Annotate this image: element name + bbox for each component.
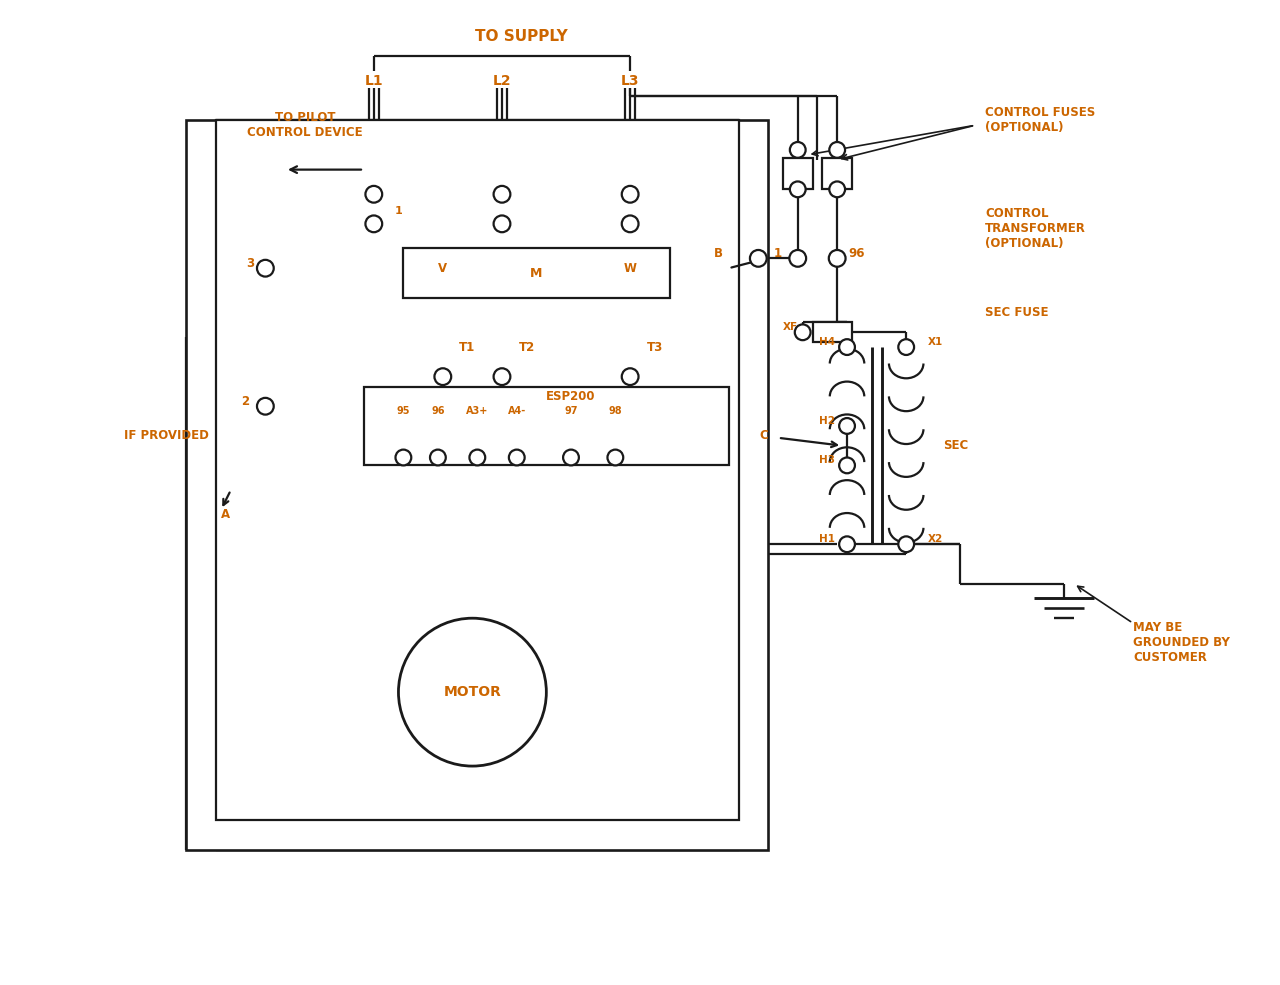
Circle shape <box>790 142 805 158</box>
Text: XF: XF <box>782 322 797 332</box>
Circle shape <box>840 339 855 355</box>
Text: A3+: A3+ <box>466 406 489 417</box>
Text: L2: L2 <box>493 74 511 88</box>
Circle shape <box>840 457 855 473</box>
Text: SEC FUSE: SEC FUSE <box>986 306 1048 319</box>
Circle shape <box>509 449 525 465</box>
Bar <box>403 248 669 297</box>
Circle shape <box>563 449 579 465</box>
Text: IF PROVIDED: IF PROVIDED <box>124 429 209 442</box>
Circle shape <box>899 339 914 355</box>
Text: 2: 2 <box>242 395 250 408</box>
Circle shape <box>470 449 485 465</box>
Text: CONTROL FUSES
(OPTIONAL): CONTROL FUSES (OPTIONAL) <box>986 106 1096 134</box>
Text: 3: 3 <box>247 257 255 270</box>
Bar <box>822 158 852 189</box>
Circle shape <box>365 216 383 232</box>
Text: 97: 97 <box>564 406 577 417</box>
Text: MOTOR: MOTOR <box>443 686 502 699</box>
Text: M: M <box>530 267 543 280</box>
Circle shape <box>840 418 855 433</box>
Text: H3: H3 <box>819 455 836 466</box>
Circle shape <box>790 250 806 267</box>
Bar <box>364 386 728 465</box>
Circle shape <box>434 368 452 385</box>
Text: V: V <box>438 262 448 275</box>
Text: L1: L1 <box>365 74 383 88</box>
Text: T1: T1 <box>460 341 476 354</box>
Text: H2: H2 <box>819 416 836 427</box>
Text: C: C <box>759 429 768 442</box>
Text: CONTROL
TRANSFORMER
(OPTIONAL): CONTROL TRANSFORMER (OPTIONAL) <box>986 207 1085 250</box>
Circle shape <box>396 449 411 465</box>
Circle shape <box>398 619 547 766</box>
Circle shape <box>795 324 810 340</box>
Text: A: A <box>221 508 230 521</box>
Text: T2: T2 <box>518 341 535 354</box>
Circle shape <box>494 368 511 385</box>
Text: H4: H4 <box>819 337 836 347</box>
Bar <box>783 158 813 189</box>
Text: SEC: SEC <box>943 439 968 452</box>
Bar <box>813 322 852 342</box>
Text: ESP200: ESP200 <box>547 390 595 403</box>
Text: TO SUPPLY: TO SUPPLY <box>475 29 568 44</box>
Text: X2: X2 <box>928 534 943 545</box>
Circle shape <box>494 216 511 232</box>
Circle shape <box>608 449 623 465</box>
Circle shape <box>829 181 845 197</box>
Text: A4-: A4- <box>508 406 526 417</box>
Circle shape <box>365 186 383 203</box>
Text: L3: L3 <box>621 74 640 88</box>
Circle shape <box>622 216 639 232</box>
Bar <box>187 120 768 850</box>
Circle shape <box>750 250 767 267</box>
Circle shape <box>622 368 639 385</box>
Text: W: W <box>623 262 636 275</box>
Circle shape <box>257 260 274 277</box>
Circle shape <box>840 537 855 553</box>
Text: 98: 98 <box>608 406 622 417</box>
Circle shape <box>430 449 445 465</box>
Text: 95: 95 <box>397 406 410 417</box>
Circle shape <box>622 186 639 203</box>
Text: H1: H1 <box>819 534 836 545</box>
Circle shape <box>494 186 511 203</box>
Circle shape <box>257 398 274 415</box>
Text: 1: 1 <box>774 247 782 260</box>
Text: TO PILOT
CONTROL DEVICE: TO PILOT CONTROL DEVICE <box>247 111 362 139</box>
Bar <box>216 120 739 821</box>
Circle shape <box>899 537 914 553</box>
Circle shape <box>790 181 805 197</box>
Circle shape <box>829 142 845 158</box>
Text: B: B <box>714 247 723 260</box>
Circle shape <box>828 250 846 267</box>
Text: 96: 96 <box>849 247 865 260</box>
Text: 96: 96 <box>431 406 444 417</box>
Text: 1: 1 <box>394 206 402 216</box>
Text: X1: X1 <box>928 337 943 347</box>
Text: MAY BE
GROUNDED BY
CUSTOMER: MAY BE GROUNDED BY CUSTOMER <box>1133 622 1230 664</box>
Text: T3: T3 <box>646 341 663 354</box>
